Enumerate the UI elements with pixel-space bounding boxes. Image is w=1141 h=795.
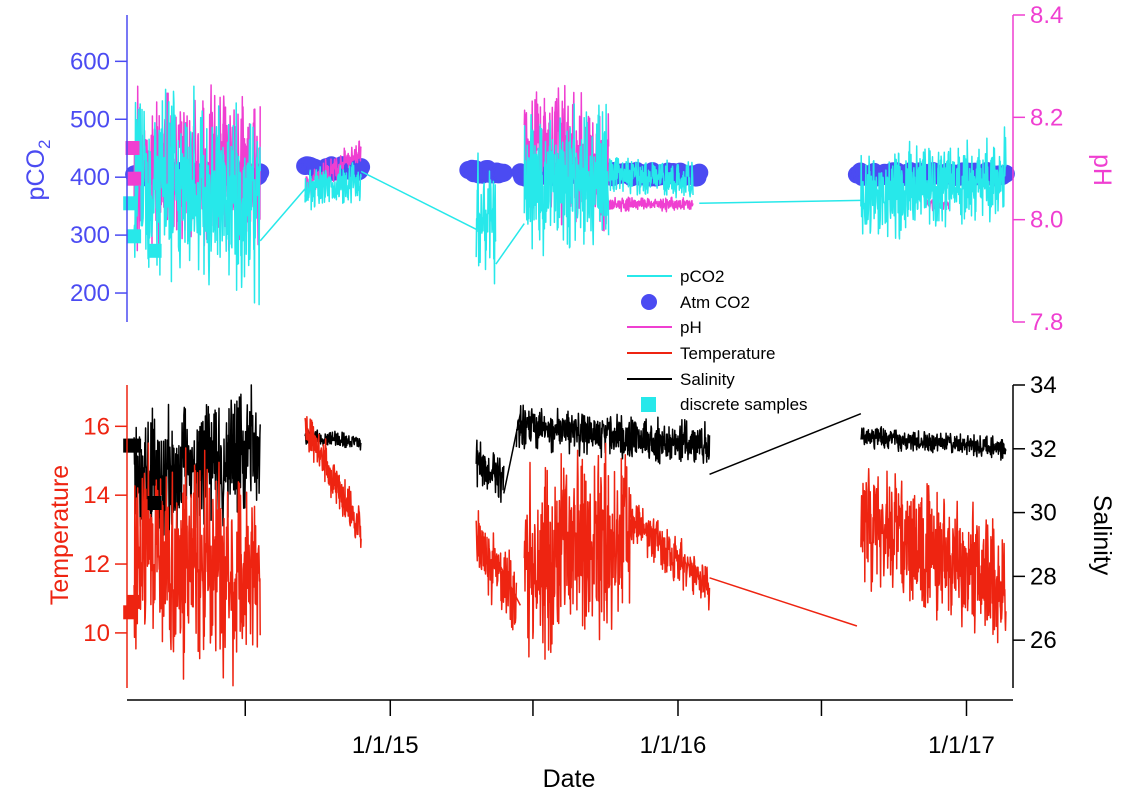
ph-tick-label: 8.2	[1030, 104, 1063, 131]
legend-label-temperature: Temperature	[680, 344, 775, 363]
legend-label-atm-co2: Atm CO2	[680, 293, 750, 312]
pco2-line-segment-0	[133, 85, 261, 306]
pco2-line-segment-5	[860, 126, 1007, 240]
data-layer	[123, 84, 1015, 687]
discrete-sample-salinity	[127, 438, 142, 453]
temperature-tick-label: 16	[83, 413, 110, 440]
ph-tick-label: 7.8	[1030, 309, 1063, 336]
temperature-connector-line	[495, 556, 522, 606]
pco2-connector-line	[495, 223, 525, 265]
temperature-line-segment-5	[860, 468, 1007, 644]
salinity-line-segment-3	[515, 404, 711, 465]
pco2-tick-label: 300	[70, 222, 110, 249]
legend-swatch-discrete-samples	[641, 397, 656, 412]
pco2-tick-label: 600	[70, 48, 110, 75]
temperature-axis-title: Temperature	[46, 465, 74, 605]
atm-co2-point	[494, 163, 513, 182]
salinity-tick-label: 26	[1030, 627, 1057, 654]
salinity-tick-label: 32	[1030, 436, 1057, 463]
pco2-connector-line	[360, 170, 477, 230]
date-tick-label: 1/1/17	[928, 732, 995, 759]
ph-line-segment-3	[608, 196, 694, 213]
pco2-axis-title-subscript: 2	[35, 140, 54, 149]
pco2-axis-title: pCO2	[22, 140, 54, 201]
legend-label-pco2: pCO2	[680, 267, 724, 286]
atm-co2-point	[690, 163, 709, 182]
pco2-axis-title-main: pCO	[22, 149, 50, 200]
ph-tick-label: 8.0	[1030, 207, 1063, 234]
pco2-tick-label: 200	[70, 280, 110, 307]
pco2-tick-label: 400	[70, 164, 110, 191]
discrete-sample-pco2	[123, 196, 138, 211]
ph-tick-label: 8.4	[1030, 2, 1063, 29]
ph-axis-title: pH	[1088, 154, 1116, 186]
temperature-tick-label: 10	[83, 620, 110, 647]
salinity-line-segment-0	[133, 384, 261, 545]
date-tick-label: 1/1/15	[352, 732, 419, 759]
temperature-line-segment-3	[523, 442, 631, 660]
legend-label-salinity: Salinity	[680, 370, 735, 389]
legend-label-discrete-samples: discrete samples	[680, 395, 808, 414]
temperature-line-segment-0	[133, 442, 261, 687]
salinity-connector-line	[503, 413, 522, 494]
date-tick-label: 1/1/16	[640, 732, 707, 759]
salinity-line-segment-4	[860, 426, 1007, 461]
salinity-axis-title: Salinity	[1088, 495, 1116, 576]
discrete-sample-pco2	[127, 229, 142, 244]
ph-line-segment-1	[304, 140, 362, 198]
discrete-sample-pco2	[147, 243, 162, 258]
salinity-line-segment-2	[475, 439, 505, 503]
pco2-connector-line	[259, 188, 306, 242]
legend-label-ph: pH	[680, 318, 702, 337]
discrete-sample-salinity	[147, 496, 162, 510]
salinity-connector-line	[709, 413, 862, 476]
temperature-connector-line	[709, 577, 858, 627]
salinity-tick-label: 28	[1030, 563, 1057, 590]
salinity-tick-label: 34	[1030, 372, 1057, 399]
legend: pCO2 Atm CO2 pH Temperature Salinity dis…	[627, 267, 808, 414]
salinity-tick-label: 30	[1030, 500, 1057, 527]
pco2-line-segment-1	[304, 162, 362, 211]
legend-swatch-atm-co2	[641, 294, 657, 310]
atm-co2-point	[352, 158, 371, 177]
discrete-sample-ph	[125, 141, 140, 155]
temperature-line-segment-1	[304, 415, 362, 549]
temperature-line-segment-2	[475, 510, 518, 631]
discrete-sample-temperature	[127, 594, 142, 609]
date-axis-title: Date	[543, 765, 596, 793]
axes-layer: 200 300 400 500 600 7.8 8.0 8.2 8.4 10 12 14 16 26 28 3…	[70, 2, 1063, 759]
pco2-line-segment-3	[523, 103, 610, 257]
pco2-line-segment-4	[608, 157, 694, 199]
pco2-line-segment-2	[475, 152, 497, 285]
temperature-tick-label: 12	[83, 551, 110, 578]
pco2-tick-label: 500	[70, 106, 110, 133]
temperature-tick-label: 14	[83, 482, 110, 509]
pco2-connector-line	[699, 199, 861, 205]
temperature-line-segment-4	[629, 493, 711, 611]
discrete-sample-ph	[127, 171, 142, 186]
